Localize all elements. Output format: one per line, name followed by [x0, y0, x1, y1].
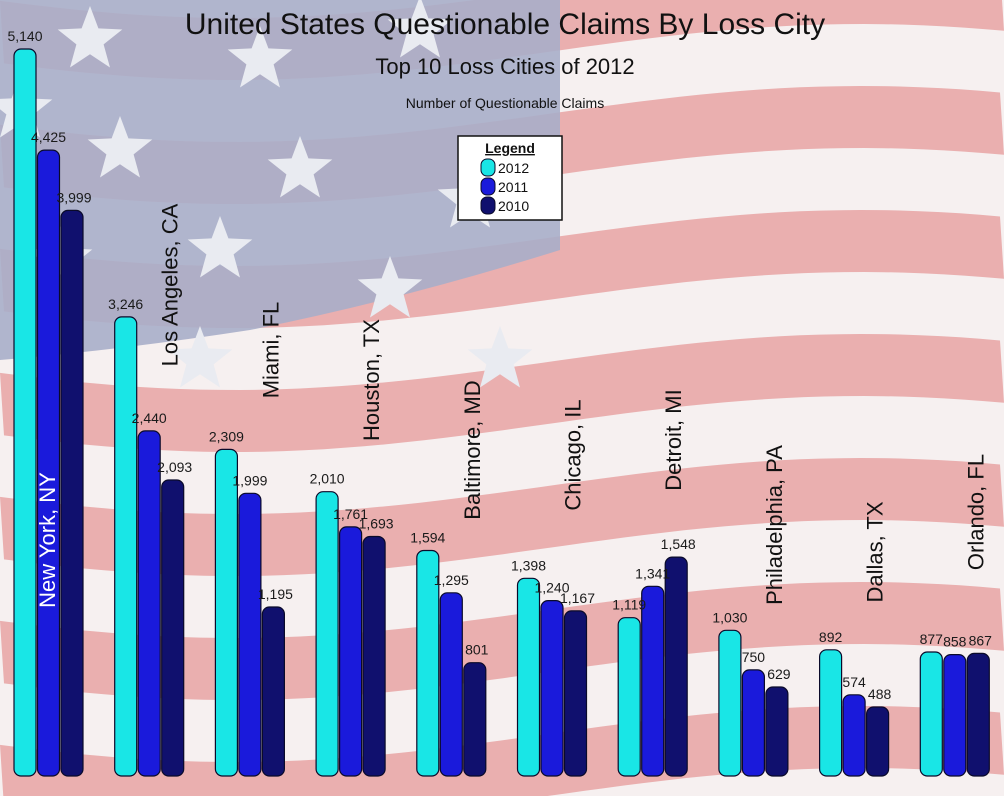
value-label-2012-6: 1,119 — [612, 597, 646, 613]
value-label-2011-7: 750 — [742, 649, 766, 665]
bar-2011-1 — [137, 430, 161, 777]
value-label-2011-9: 858 — [943, 634, 967, 650]
value-label-2010-1: 2,093 — [157, 459, 192, 475]
legend-label-2011: 2011 — [498, 179, 528, 195]
flag-star — [227, 26, 293, 88]
category-label-4: Baltimore, MD — [460, 380, 485, 519]
flag-star — [167, 326, 233, 388]
value-label-2010-0: 3,999 — [56, 189, 91, 205]
category-label-9: Orlando, FL — [963, 454, 988, 570]
bar-2012-4 — [416, 549, 440, 777]
bar-2010-4 — [463, 662, 487, 777]
bar-2011-3 — [339, 526, 363, 777]
value-label-2010-2: 1,195 — [258, 586, 293, 602]
bar-2011-6 — [641, 585, 665, 777]
value-label-2010-3: 1,693 — [359, 516, 394, 532]
value-label-2012-0: 5,140 — [7, 28, 42, 44]
bar-2011-0 — [36, 149, 61, 777]
category-label-7: Philadelphia, PA — [762, 445, 787, 605]
value-label-2012-1: 3,246 — [108, 296, 143, 312]
bar-2010-0 — [60, 209, 84, 777]
flag-star — [87, 116, 153, 178]
value-label-2010-9: 867 — [969, 632, 993, 648]
legend-label-2012: 2012 — [498, 160, 529, 176]
legend: Legend 2012 2011 2010 — [457, 135, 563, 221]
bar-2012-8 — [818, 649, 843, 777]
bar-2010-9 — [966, 652, 990, 777]
flag-star — [57, 6, 123, 68]
flag-star — [357, 256, 423, 318]
flag-star — [467, 326, 533, 388]
value-label-2011-0: 4,425 — [31, 129, 66, 145]
value-label-2010-8: 488 — [868, 686, 892, 702]
bar-2012-3 — [315, 491, 339, 777]
bar-2010-1 — [161, 479, 185, 777]
legend-swatch-2012 — [480, 158, 496, 177]
bar-2012-1 — [114, 316, 138, 777]
value-label-2010-4: 801 — [465, 642, 489, 658]
value-label-2012-4: 1,594 — [410, 530, 445, 546]
bar-2012-6 — [617, 617, 641, 777]
value-label-2012-9: 877 — [920, 631, 944, 647]
bar-2010-3 — [362, 535, 386, 777]
bar-2010-6 — [664, 556, 688, 777]
value-label-2011-5: 1,240 — [534, 580, 569, 596]
category-labels: New York, NY Los Angeles, CA Miami, FL Hous… — [35, 203, 988, 608]
category-label-5: Chicago, IL — [561, 399, 586, 510]
bar-2010-7 — [765, 686, 789, 777]
legend-label-2010: 2010 — [498, 198, 529, 214]
value-label-2010-6: 1,548 — [661, 536, 696, 552]
bars — [13, 48, 990, 777]
flag-star — [187, 216, 253, 278]
value-label-2011-1: 2,440 — [132, 410, 167, 426]
bar-2010-2 — [261, 606, 285, 777]
legend-swatch-2010 — [480, 196, 496, 215]
bar-2012-0 — [13, 48, 37, 777]
bar-2011-9 — [943, 653, 967, 777]
value-label-2012-5: 1,398 — [511, 557, 546, 573]
value-label-2011-3: 1,761 — [333, 506, 368, 522]
bar-2011-4 — [439, 592, 463, 777]
bar-2011-5 — [540, 599, 564, 777]
flag-star — [387, 0, 453, 58]
category-label-8: Dallas, TX — [863, 501, 888, 602]
bar-2011-8 — [842, 694, 866, 777]
legend-box — [457, 135, 563, 221]
legend-title: Legend — [485, 140, 535, 156]
chart-subtitle: Top 10 Loss Cities of 2012 — [375, 54, 634, 79]
value-label-2012-8: 892 — [819, 629, 843, 645]
bar-2011-7 — [741, 669, 766, 777]
flag-canton — [0, 0, 560, 360]
bar-2010-5 — [563, 610, 588, 777]
flag-star — [267, 136, 333, 198]
value-label-2012-2: 2,309 — [209, 428, 244, 444]
value-label-2011-2: 1,999 — [232, 472, 267, 488]
value-label-2010-7: 629 — [767, 666, 791, 682]
category-label-2: Miami, FL — [258, 302, 283, 399]
flag-stripe — [0, 334, 1004, 452]
category-label-3: Houston, TX — [359, 319, 384, 441]
value-labels: 5,140 4,425 3,999 3,246 2,440 2,093 2,309 1,999… — [7, 28, 992, 702]
value-label-2011-8: 574 — [842, 674, 866, 690]
value-label-2010-5: 1,167 — [560, 590, 595, 606]
chart-title: United States Questionable Claims By Los… — [185, 8, 825, 41]
bar-2011-2 — [238, 492, 262, 777]
value-label-2012-7: 1,030 — [712, 609, 747, 625]
bar-2012-5 — [516, 577, 541, 777]
bar-2010-8 — [865, 706, 890, 777]
value-label-2012-3: 2,010 — [310, 471, 345, 487]
bar-2012-9 — [919, 651, 943, 777]
y-axis-label: Number of Questionable Claims — [406, 95, 604, 111]
bar-2012-2 — [214, 448, 238, 777]
category-label-0: New York, NY — [35, 472, 60, 608]
value-label-2011-6: 1,341 — [635, 565, 670, 581]
bar-2012-7 — [718, 629, 742, 777]
value-label-2011-4: 1,295 — [434, 572, 469, 588]
legend-swatch-2011 — [480, 177, 496, 196]
category-label-1: Los Angeles, CA — [158, 203, 183, 366]
category-label-6: Detroit, MI — [661, 389, 686, 490]
